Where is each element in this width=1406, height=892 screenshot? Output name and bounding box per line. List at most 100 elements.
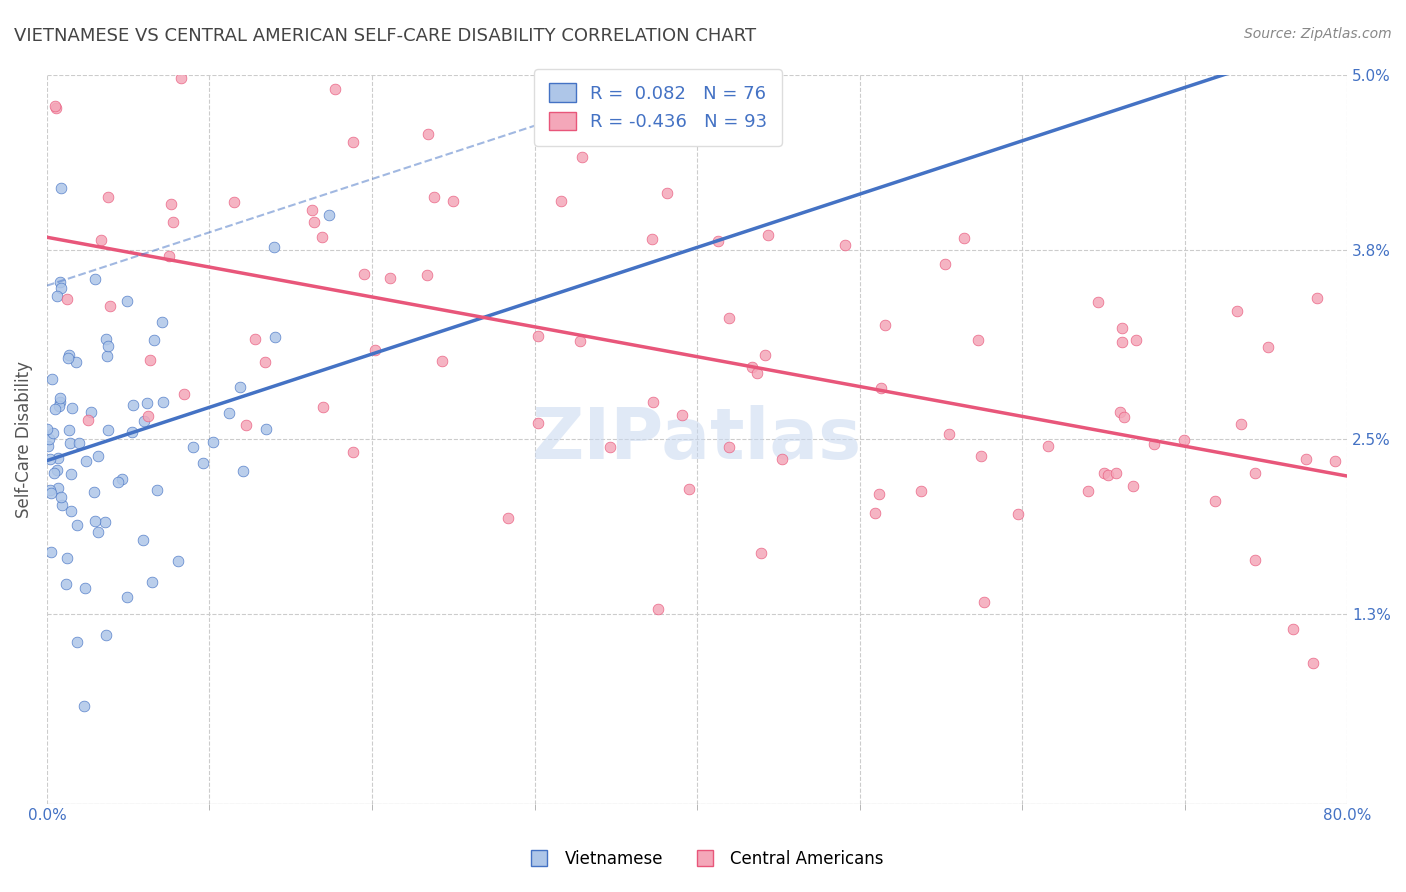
Point: [58, 348, 80, 362]
Point: [84, 272, 107, 286]
Point: [870, 381, 893, 395]
Point: [62, 401, 84, 416]
Point: [138, 353, 160, 368]
Legend: R =  0.082   N = 76, R = -0.436   N = 93: R = 0.082 N = 76, R = -0.436 N = 93: [534, 69, 782, 145]
Point: [441, 194, 464, 208]
Point: [754, 348, 776, 362]
Point: [364, 343, 387, 357]
Point: [83, 514, 105, 528]
Point: [1112, 409, 1135, 424]
Point: [37, 422, 59, 436]
Point: [1257, 340, 1279, 354]
Point: [97, 423, 120, 437]
Point: [770, 451, 793, 466]
Point: [569, 334, 592, 349]
Point: [152, 395, 174, 409]
Point: [1305, 291, 1327, 305]
Point: [38, 451, 60, 466]
Point: [1281, 622, 1303, 636]
Point: [100, 299, 122, 313]
Point: [44, 401, 66, 416]
Point: [87, 524, 110, 539]
Point: [1204, 493, 1226, 508]
Point: [65, 355, 87, 369]
Point: [423, 190, 446, 204]
Point: [834, 238, 856, 252]
Point: [938, 427, 960, 442]
Point: [342, 135, 364, 149]
Point: [44, 99, 66, 113]
Point: [49, 180, 72, 194]
Point: [143, 333, 166, 347]
Point: [643, 394, 665, 409]
Y-axis label: Self-Care Disability: Self-Care Disability: [15, 360, 32, 517]
Point: [311, 230, 333, 244]
Point: [302, 215, 325, 229]
Point: [45, 289, 67, 303]
Point: [170, 71, 193, 86]
Point: [1111, 335, 1133, 350]
Point: [145, 483, 167, 498]
Point: [51, 490, 73, 504]
Point: [747, 366, 769, 380]
Point: [49, 395, 72, 409]
Point: [45, 462, 67, 476]
Point: [111, 472, 134, 486]
Point: [121, 425, 143, 439]
Point: [1094, 466, 1116, 480]
Point: [115, 591, 138, 605]
Point: [39, 545, 62, 559]
Point: [243, 332, 266, 346]
Point: [756, 228, 779, 243]
Point: [253, 355, 276, 369]
Point: [875, 318, 897, 332]
Point: [263, 239, 285, 253]
Point: [181, 440, 204, 454]
Point: [496, 510, 519, 524]
Point: [73, 582, 96, 596]
Point: [380, 271, 402, 285]
Point: [166, 554, 188, 568]
Point: [1087, 295, 1109, 310]
Point: [56, 292, 79, 306]
Point: [48, 399, 70, 413]
Point: [191, 456, 214, 470]
Point: [1230, 417, 1253, 432]
Point: [1007, 507, 1029, 521]
Point: [58, 423, 80, 437]
Point: [953, 231, 976, 245]
Point: [80, 405, 103, 419]
Point: [46, 450, 69, 465]
Point: [66, 517, 89, 532]
Point: [741, 360, 763, 375]
Point: [671, 408, 693, 422]
Point: [96, 349, 118, 363]
Point: [132, 414, 155, 428]
Point: [141, 575, 163, 590]
Point: [430, 354, 453, 368]
Point: [159, 197, 181, 211]
Point: [46, 481, 69, 495]
Point: [218, 406, 240, 420]
Point: [863, 506, 886, 520]
Point: [51, 498, 73, 512]
Point: [868, 486, 890, 500]
Point: [1122, 478, 1144, 492]
Point: [58, 351, 80, 366]
Point: [173, 387, 195, 401]
Point: [599, 440, 621, 454]
Point: [678, 482, 700, 496]
Point: [90, 233, 112, 247]
Point: [45, 101, 67, 115]
Point: [201, 434, 224, 449]
Point: [59, 504, 82, 518]
Point: [342, 445, 364, 459]
Point: [655, 186, 678, 200]
Point: [526, 416, 548, 430]
Point: [973, 594, 995, 608]
Point: [107, 475, 129, 489]
Point: [229, 379, 252, 393]
Point: [1302, 656, 1324, 670]
Point: [301, 202, 323, 217]
Point: [42, 466, 65, 480]
